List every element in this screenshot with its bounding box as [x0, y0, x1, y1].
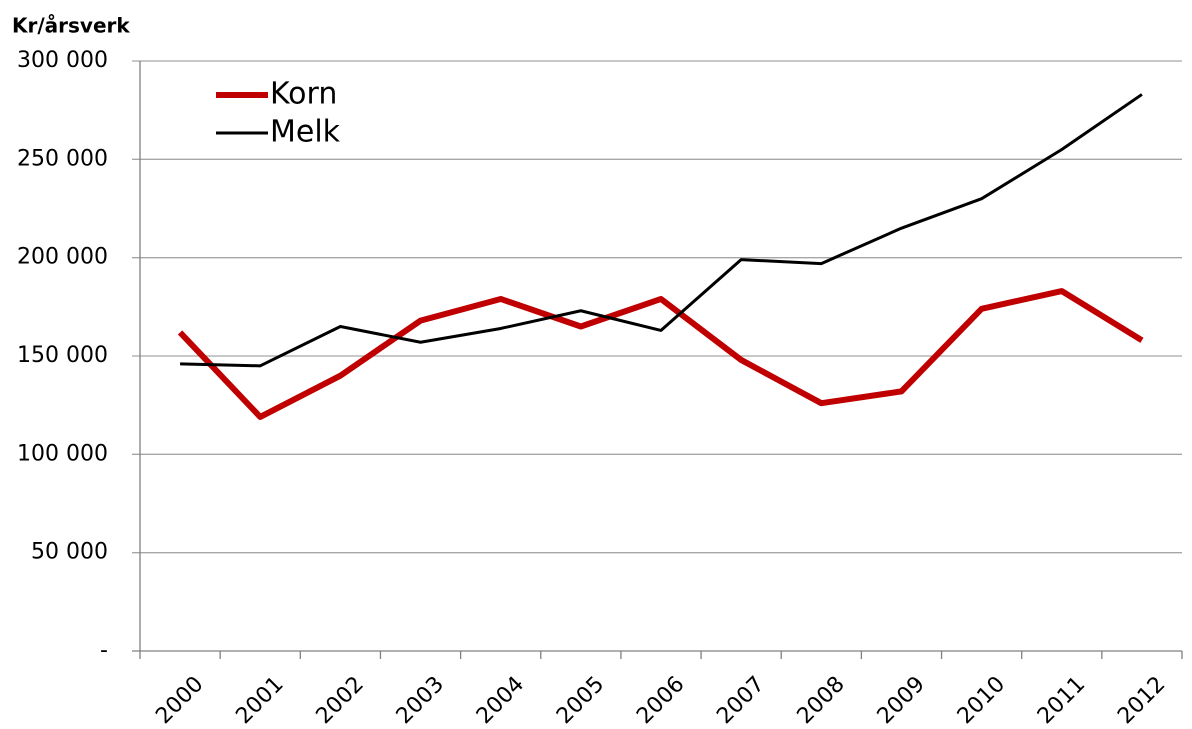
- x-tick-label: 2000: [151, 672, 208, 729]
- y-tick-label: 200 000: [17, 245, 108, 270]
- legend-label: Melk: [270, 115, 341, 150]
- x-tick-label: 2006: [632, 672, 689, 729]
- y-tick-label: 150 000: [17, 343, 108, 368]
- x-tick-label: 2008: [793, 672, 850, 729]
- y-tick-label: -: [100, 638, 108, 663]
- x-tick-label: 2010: [953, 672, 1010, 729]
- line: [177, 288, 1144, 420]
- x-tick-label: 2004: [472, 672, 529, 729]
- x-tick-label: 2001: [231, 672, 288, 729]
- x-tick-label: 2002: [312, 672, 369, 729]
- y-tick-label: 250 000: [17, 146, 108, 171]
- x-tick-label: 2007: [712, 672, 769, 729]
- x-tick-label: 2003: [392, 672, 449, 729]
- y-tick-label: 100 000: [17, 441, 108, 466]
- y-axis-title: Kr/årsverk: [12, 14, 130, 38]
- legend-label: Korn: [270, 77, 337, 112]
- x-tick-label: 2005: [552, 672, 609, 729]
- y-tick-label: 300 000: [17, 48, 108, 73]
- x-tick-label: 2009: [873, 672, 930, 729]
- x-tick-label: 2011: [1033, 672, 1090, 729]
- x-tick-label: 2012: [1113, 672, 1170, 729]
- line: [180, 93, 1143, 368]
- y-tick-label: 50 000: [31, 540, 108, 565]
